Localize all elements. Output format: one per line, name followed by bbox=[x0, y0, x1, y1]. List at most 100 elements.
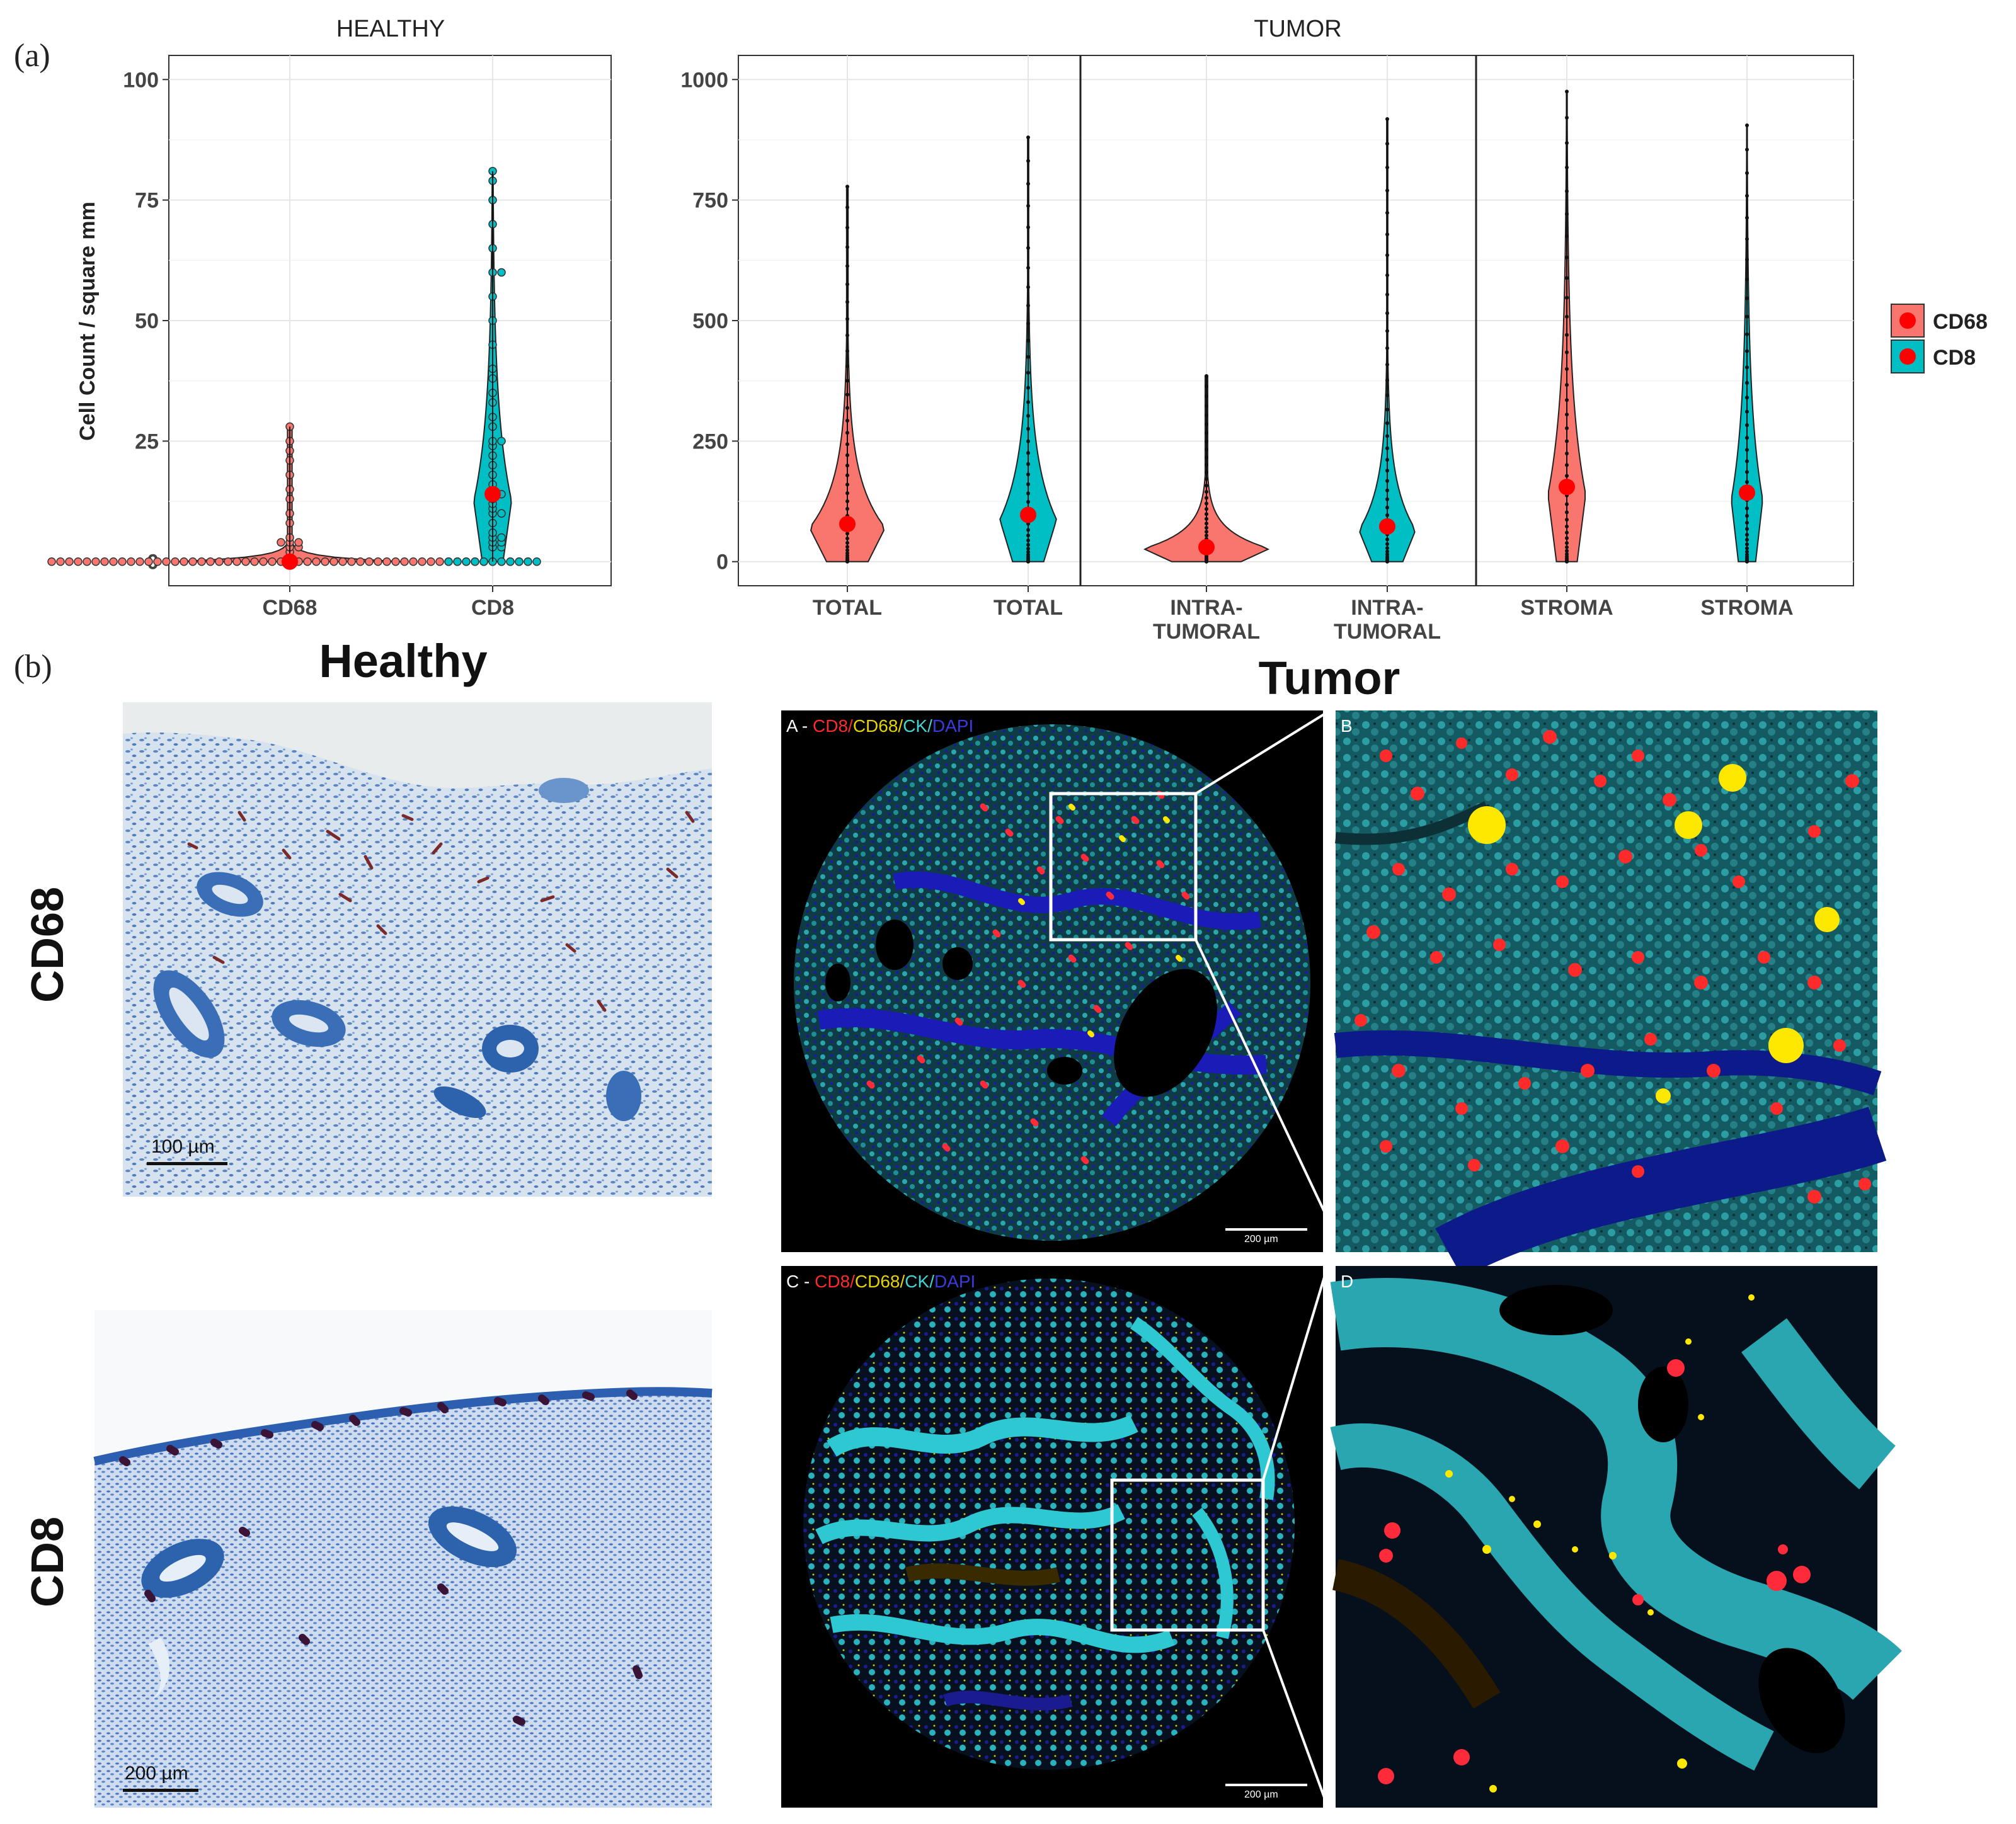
x-tick-label-stroma: STROMA bbox=[1700, 596, 1793, 620]
violin-cd8-cd8 bbox=[444, 166, 541, 566]
data-point bbox=[241, 557, 250, 566]
violins-healthy bbox=[47, 166, 541, 570]
data-point bbox=[515, 557, 524, 566]
legend-label-cd8: CD8 bbox=[1933, 346, 1976, 370]
data-point bbox=[321, 557, 329, 566]
violins-tumor bbox=[810, 89, 1763, 564]
fluorescence-panel-D: D bbox=[1330, 1266, 1902, 1808]
data-point bbox=[74, 557, 83, 566]
data-point bbox=[409, 557, 418, 566]
violin-cd68-intra-tumoral bbox=[1143, 374, 1270, 564]
x-tick-label-intra-tumoral: INTRA- bbox=[1170, 596, 1242, 620]
y-axis-label: Cell Count / square mm bbox=[76, 202, 100, 441]
panel-letter-D: D bbox=[1341, 1272, 1353, 1291]
data-point bbox=[83, 557, 91, 566]
mean-dot bbox=[839, 516, 856, 533]
micrograph-healthy-cd8: 200 µm bbox=[93, 1310, 713, 1808]
data-point bbox=[532, 557, 541, 566]
data-point bbox=[294, 538, 303, 547]
row-label-cd68: CD68 bbox=[23, 887, 73, 1003]
violin-cd68-stroma bbox=[1547, 89, 1586, 564]
y-tick-label: 0 bbox=[716, 550, 728, 574]
stain-cd68-C: CD68/ bbox=[855, 1272, 905, 1291]
row-label-cd8: CD8 bbox=[23, 1517, 73, 1607]
fluorescence-panel-C: 200 µm C - CD8/CD68/CK/DAPI bbox=[781, 1266, 1327, 1808]
stain-ck-A: CK/ bbox=[903, 716, 932, 736]
legend: CD68 CD8 bbox=[1891, 304, 1988, 373]
micrograph-healthy-cd68: 100 µm bbox=[123, 702, 712, 1197]
data-point bbox=[435, 557, 444, 566]
x-tick-label-intra-tumoral: TUMORAL bbox=[1334, 620, 1441, 644]
fluorescence-panel-A: 200 µm A - CD8/CD68/CK/DAPI bbox=[781, 710, 1327, 1252]
data-point bbox=[144, 557, 153, 566]
data-point bbox=[268, 557, 277, 566]
data-point bbox=[232, 557, 241, 566]
data-point bbox=[250, 557, 259, 566]
stain-legend-C: C - CD8/CD68/CK/DAPI bbox=[786, 1272, 975, 1291]
data-point bbox=[391, 557, 400, 566]
data-point bbox=[365, 557, 374, 566]
healthy-images-title: Healthy bbox=[319, 635, 487, 687]
data-point bbox=[471, 557, 479, 566]
tumor-images-title: Tumor bbox=[1259, 652, 1400, 704]
mean-dot bbox=[1739, 484, 1755, 501]
data-point bbox=[497, 557, 506, 566]
stain-ck-C: CK/ bbox=[905, 1272, 934, 1291]
data-point bbox=[462, 557, 471, 566]
data-point bbox=[338, 557, 347, 566]
fluorescence-panel-B: B bbox=[1334, 710, 1887, 1279]
y-tick-label: 1000 bbox=[680, 68, 728, 92]
y-tick-label: 750 bbox=[692, 189, 728, 213]
data-point bbox=[497, 268, 506, 277]
data-point bbox=[444, 557, 453, 566]
data-point bbox=[453, 557, 462, 566]
data-point bbox=[197, 557, 206, 566]
y-tick-label: 50 bbox=[135, 309, 159, 333]
chart-title-healthy: HEALTHY bbox=[336, 16, 445, 42]
data-point bbox=[303, 557, 312, 566]
violin-cd8-total bbox=[999, 135, 1057, 564]
panel-letter-C: C bbox=[786, 1272, 799, 1291]
mean-dot bbox=[282, 553, 298, 570]
y-tick-label: 500 bbox=[692, 309, 728, 333]
scalebar-label-healthy-cd68: 100 µm bbox=[151, 1136, 215, 1157]
scalebar-label-tumor-A: 200 µm bbox=[1244, 1234, 1278, 1245]
data-point bbox=[162, 557, 171, 566]
data-point bbox=[206, 557, 215, 566]
panel-label-a: (a) bbox=[14, 38, 50, 74]
x-axis-healthy: CD68 CD8 bbox=[263, 586, 514, 620]
data-point bbox=[497, 436, 506, 446]
data-point bbox=[259, 557, 268, 566]
data-point bbox=[374, 557, 382, 566]
legend-mean-dot-cd68 bbox=[1899, 312, 1916, 329]
x-tick-label-total: TOTAL bbox=[994, 596, 1063, 620]
panel-label-b: (b) bbox=[14, 649, 52, 685]
stain-cd8-C: CD8/ bbox=[815, 1272, 855, 1291]
y-axis-healthy: 0255075100 bbox=[123, 68, 169, 574]
scalebar-label-healthy-cd8: 200 µm bbox=[125, 1763, 188, 1784]
data-point bbox=[224, 557, 232, 566]
legend-item-cd8: CD8 bbox=[1891, 339, 1976, 373]
legend-key-cd68 bbox=[1891, 304, 1925, 338]
data-point bbox=[188, 557, 197, 566]
data-point bbox=[506, 557, 515, 566]
scalebar-label-tumor-C: 200 µm bbox=[1244, 1789, 1278, 1800]
mean-dot bbox=[1198, 539, 1215, 556]
chart-title-tumor: TUMOR bbox=[1254, 16, 1341, 42]
stain-dapi-A: DAPI bbox=[932, 716, 973, 736]
data-point bbox=[56, 557, 65, 566]
y-tick-label: 75 bbox=[135, 189, 159, 213]
data-point bbox=[524, 557, 532, 566]
x-tick-label-cd68: CD68 bbox=[263, 596, 318, 620]
stain-legend-A: A - CD8/CD68/CK/DAPI bbox=[786, 716, 973, 736]
data-point bbox=[497, 509, 506, 518]
data-point bbox=[47, 557, 56, 566]
data-point bbox=[347, 557, 356, 566]
data-point bbox=[497, 533, 506, 542]
panel-letter-B: B bbox=[1341, 716, 1353, 736]
data-point bbox=[427, 557, 435, 566]
data-point bbox=[135, 557, 144, 566]
x-tick-label-intra-tumoral: TUMORAL bbox=[1153, 620, 1260, 644]
